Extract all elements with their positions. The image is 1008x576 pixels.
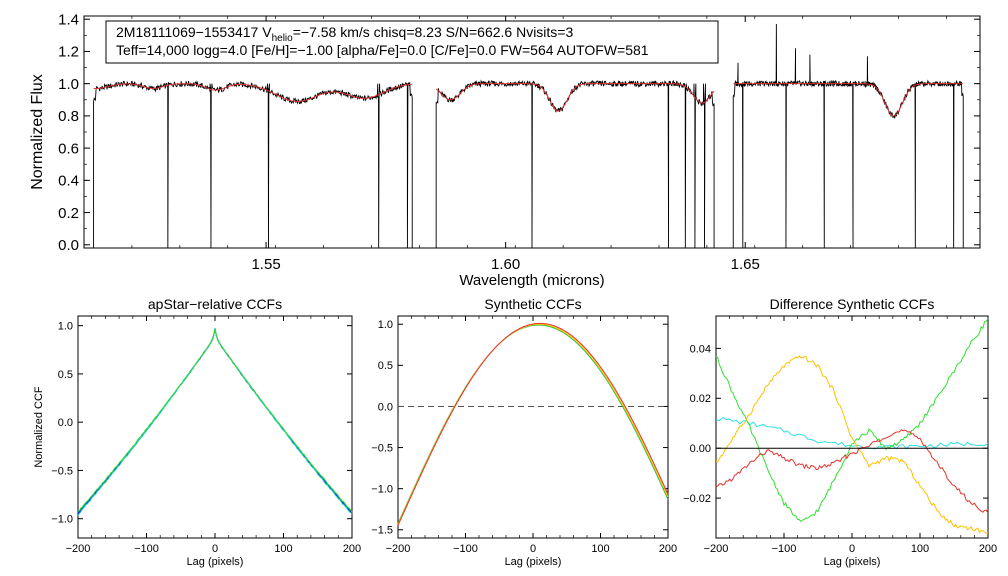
plot-frame [397, 315, 669, 539]
x-tick-label: 100 [591, 543, 609, 555]
model-spectrum-line [733, 83, 964, 117]
y-tick-label: 1.4 [58, 11, 79, 28]
y-tick-label: 1.0 [58, 321, 73, 333]
info-line-1-object: 2M18111069−1553417 V [116, 24, 272, 40]
x-tick-label: −200 [704, 543, 729, 555]
x-axis-title: Lag (pixels) [824, 556, 881, 568]
x-tick-label: 100 [274, 543, 292, 555]
difference-ccf-line [715, 416, 989, 450]
y-tick-label: 0.5 [58, 369, 73, 381]
difference-ccf-line [715, 428, 989, 514]
y-tick-label: −1.0 [51, 514, 73, 526]
y-tick-label: 1.0 [378, 319, 393, 331]
y-axis-title: Normalized CCF [33, 386, 45, 468]
synthetic-ccf-line [397, 324, 669, 524]
apstar-ccf-panel: −200 −100 0 100 200 −1.0 −0.5 0.0 0.5 1.0 apStar−r… [33, 296, 361, 568]
observed-spectrum-line [435, 79, 715, 249]
chart-title: Difference Synthetic CCFs [770, 296, 935, 312]
x-tick-label: 1.55 [251, 256, 280, 273]
x-tick-label: 0 [212, 543, 218, 555]
x-tick-label: −100 [453, 543, 478, 555]
x-tick-label: 200 [659, 543, 677, 555]
synthetic-ccf-panel: −200 −100 0 100 200 −1.5 −1.0 −0.5 0.0 0.5 1.0 Synt… [371, 296, 677, 568]
y-axis-title: Normalized Flux [29, 74, 46, 190]
x-tick-label: 200 [979, 543, 997, 555]
info-box [105, 20, 719, 64]
x-axis-title: Wavelength (microns) [459, 272, 604, 289]
plot-frame [77, 315, 353, 539]
x-tick-label: −200 [66, 543, 91, 555]
model-spectrum-line [435, 83, 715, 112]
x-tick-label: 0 [849, 543, 855, 555]
observed-spectrum-line [93, 80, 413, 249]
difference-ccf-panel: −200 −100 0 100 200 −0.02 0.00 0.02 0.04 Differen… [683, 296, 997, 568]
info-line-1-values: =−7.58 km/s chisq=8.23 S/N=662.6 Nvisits… [293, 24, 574, 40]
x-tick-label: −100 [134, 543, 159, 555]
x-axis-title: Lag (pixels) [187, 556, 244, 568]
model-spectrum-line [93, 83, 413, 102]
synthetic-ccf-line [397, 323, 669, 525]
info-line-1: 2M18111069−1553417 Vhelio=−7.58 km/s chi… [116, 24, 573, 44]
x-tick-label: 0 [530, 543, 536, 555]
x-tick-label: 200 [343, 543, 361, 555]
ccf-series-line [77, 328, 353, 516]
ccf-series-line [77, 329, 353, 515]
chart-title: Synthetic CCFs [484, 296, 581, 312]
spectrum-panel: 1.55 1.60 1.65 0.0 0.2 0.4 0.6 0.8 1.0 1.2 1.4 Wave… [29, 11, 981, 289]
synthetic-ccf-line [397, 322, 669, 526]
y-tick-label: −0.02 [683, 493, 711, 505]
x-tick-label: −200 [386, 543, 411, 555]
chart-title: apStar−relative CCFs [148, 296, 282, 312]
x-tick-label: 1.65 [731, 256, 760, 273]
y-tick-label: 0.8 [58, 108, 79, 125]
observed-spectrum-line [732, 24, 964, 249]
y-tick-label: −1.5 [371, 525, 393, 537]
info-line-1-subscript: helio [272, 33, 294, 44]
y-tick-label: 0.00 [690, 443, 711, 455]
y-tick-label: 0.5 [378, 360, 393, 372]
y-tick-label: 0.2 [58, 205, 79, 222]
y-tick-label: 0.02 [690, 393, 711, 405]
y-tick-label: 0.0 [58, 417, 73, 429]
y-tick-label: 0.6 [58, 140, 79, 157]
y-tick-label: 0.04 [690, 343, 711, 355]
x-tick-label: −100 [772, 543, 797, 555]
y-tick-label: 1.2 [58, 44, 79, 61]
y-tick-label: 0.0 [378, 401, 393, 413]
y-tick-label: −0.5 [51, 465, 73, 477]
x-tick-label: 100 [911, 543, 929, 555]
difference-ccf-line [715, 355, 989, 534]
ccf-series-line [77, 328, 353, 513]
y-tick-label: 1.0 [58, 76, 79, 93]
y-tick-label: −1.0 [371, 484, 393, 496]
y-tick-label: −0.5 [371, 442, 393, 454]
y-tick-label: 0.0 [58, 237, 79, 254]
info-line-2: Teff=14,000 logg=4.0 [Fe/H]=−1.00 [alpha… [116, 42, 649, 58]
x-axis-title: Lag (pixels) [505, 556, 562, 568]
x-tick-label: 1.60 [491, 256, 520, 273]
y-tick-label: 0.4 [58, 173, 79, 190]
difference-ccf-line [715, 318, 989, 523]
ccf-series-line [77, 328, 353, 514]
